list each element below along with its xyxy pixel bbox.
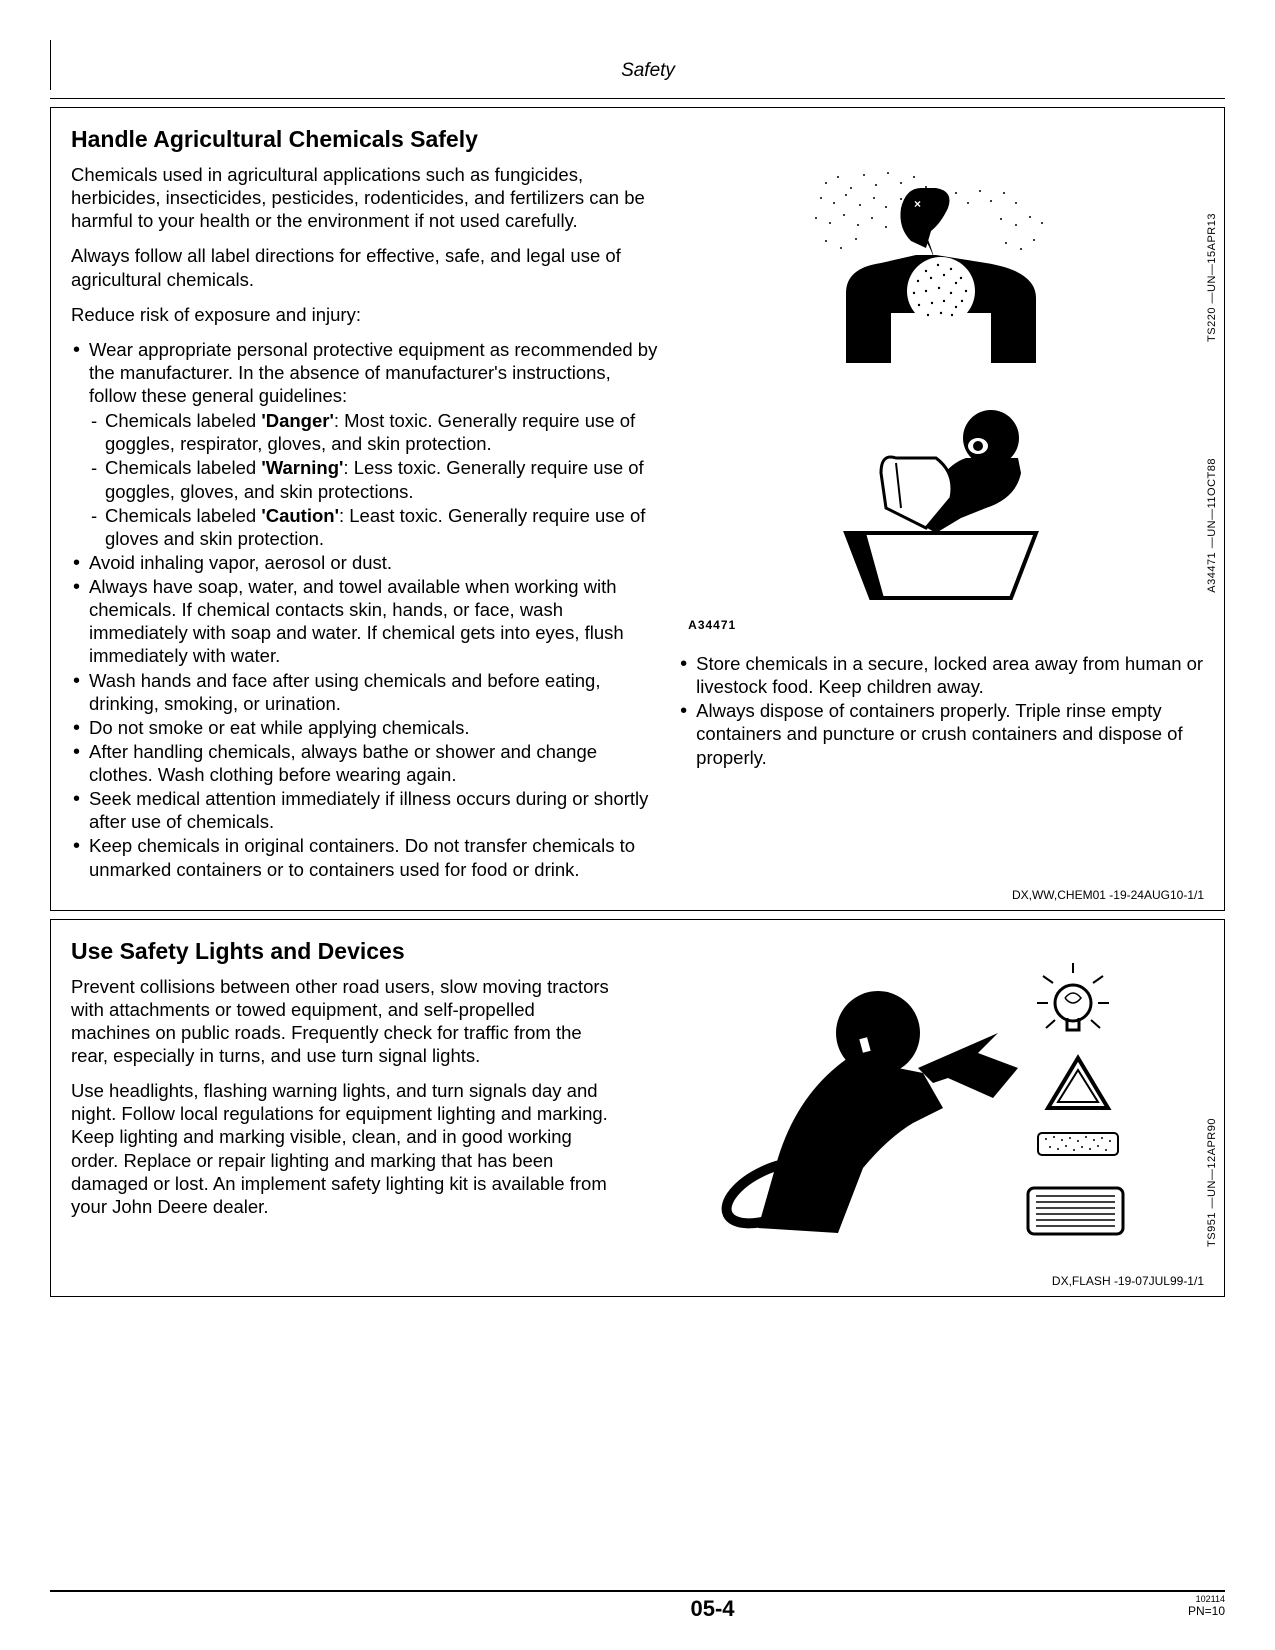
right-column: × TS220 —UN—15APR13 (678, 163, 1204, 882)
paragraph: Prevent collisions between other road us… (71, 975, 615, 1068)
section-chemicals: Handle Agricultural Chemicals Safely Che… (50, 107, 1225, 911)
bullet-item: Keep chemicals in original containers. D… (71, 834, 660, 880)
paragraph: Use headlights, flashing warning lights,… (71, 1079, 615, 1218)
sub-item: Chemicals labeled 'Danger': Most toxic. … (89, 409, 660, 455)
bullet-list: Store chemicals in a secure, locked area… (678, 652, 1204, 769)
sub-item: Chemicals labeled 'Caution': Least toxic… (89, 504, 660, 550)
section-safety-lights: Use Safety Lights and Devices Prevent co… (50, 919, 1225, 1297)
section-title: Use Safety Lights and Devices (71, 938, 615, 965)
safety-figure-inhalation: × TS220 —UN—15APR13 (678, 163, 1204, 388)
bullet-item: After handling chemicals, always bathe o… (71, 740, 660, 786)
bullet-list: Wear appropriate personal protective equ… (71, 338, 660, 881)
right-column: TS951 —UN—12APR90 (633, 938, 1204, 1268)
footer-pn: PN=10 (1188, 1604, 1225, 1618)
bullet-item: Store chemicals in a secure, locked area… (678, 652, 1204, 698)
figure-code: A34471 —UN—11OCT88 (1206, 458, 1218, 593)
figure-caption: A34471 (688, 618, 1204, 632)
svg-text:×: × (914, 197, 921, 211)
left-column: Use Safety Lights and Devices Prevent co… (71, 938, 615, 1268)
bullet-item: Always dispose of containers properly. T… (678, 699, 1204, 768)
page-header: Safety (71, 40, 1225, 90)
left-column: Chemicals used in agricultural applicati… (71, 163, 660, 882)
page-footer: 05-4 102114 PN=10 (50, 1590, 1225, 1622)
section-title: Handle Agricultural Chemicals Safely (71, 126, 1204, 153)
safety-figure-lights: TS951 —UN—12APR90 (633, 938, 1204, 1258)
footer-date-code: 102114 (1188, 1594, 1225, 1604)
section-ref-code: DX,FLASH -19-07JUL99-1/1 (71, 1274, 1204, 1288)
bullet-item: Always have soap, water, and towel avail… (71, 575, 660, 668)
bullet-item: Seek medical attention immediately if il… (71, 787, 660, 833)
paragraph: Reduce risk of exposure and injury: (71, 303, 660, 326)
paragraph: Chemicals used in agricultural applicati… (71, 163, 660, 232)
header-rule (50, 98, 1225, 99)
figure-code: TS951 —UN—12APR90 (1206, 1118, 1218, 1247)
section-ref-code: DX,WW,CHEM01 -19-24AUG10-1/1 (71, 888, 1204, 902)
sub-item: Chemicals labeled 'Warning': Less toxic.… (89, 456, 660, 502)
header-region: Safety (50, 40, 1225, 90)
paragraph: Always follow all label directions for e… (71, 244, 660, 290)
bullet-item: Wash hands and face after using chemical… (71, 669, 660, 715)
safety-figure-pouring: A34471 —UN—11OCT88 (678, 398, 1204, 608)
sub-list: Chemicals labeled 'Danger': Most toxic. … (89, 409, 660, 550)
footer-rule (50, 1590, 1225, 1592)
figure-code: TS220 —UN—15APR13 (1206, 213, 1218, 342)
bullet-item: Avoid inhaling vapor, aerosol or dust. (71, 551, 660, 574)
bullet-item: Wear appropriate personal protective equ… (71, 338, 660, 550)
bullet-item: Do not smoke or eat while applying chemi… (71, 716, 660, 739)
page-number: 05-4 (690, 1596, 734, 1622)
